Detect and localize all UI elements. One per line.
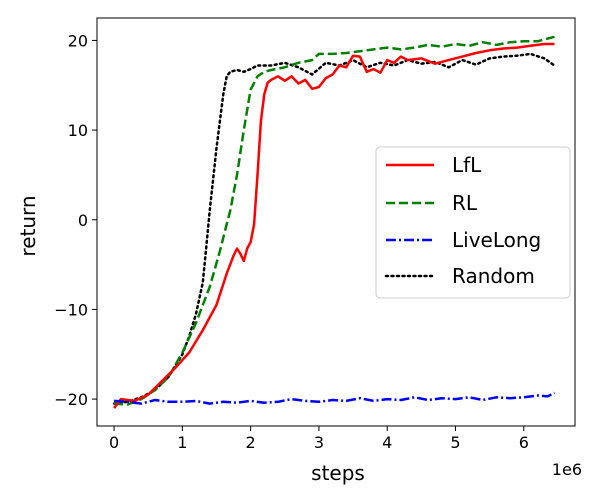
legend: LfL RL LiveLong Random: [375, 146, 571, 299]
x-tick-label: 4: [382, 433, 392, 452]
y-axis-label: return: [16, 195, 40, 256]
series-livelong-line: [114, 391, 556, 405]
y-tick-label: 0: [78, 211, 88, 230]
legend-label-random: Random: [452, 264, 535, 288]
legend-label-livelong: LiveLong: [452, 228, 541, 252]
x-tick-label: 6: [519, 433, 529, 452]
x-axis-label: steps: [311, 461, 365, 485]
series-random-line: [112, 52, 556, 405]
x-tick-label: 5: [450, 433, 460, 452]
x-tick-label: 0: [109, 433, 119, 452]
y-tick-label: 20: [68, 31, 88, 50]
y-axis: −20 −10 0 10 20: [54, 31, 97, 409]
series-rl-line: [114, 35, 555, 406]
x-axis: 0 1 2 3 4 5 6: [109, 426, 529, 452]
y-tick-label: −20: [54, 390, 88, 409]
x-tick-label: 3: [314, 433, 324, 452]
x-tick-label: 2: [246, 433, 256, 452]
y-tick-label: 10: [68, 121, 88, 140]
x-tick-label: 1: [177, 433, 187, 452]
legend-label-lfl: LfL: [452, 153, 482, 177]
series-layer: [112, 35, 556, 409]
x-offset-label: 1e6: [552, 460, 582, 479]
legend-box: [375, 146, 571, 299]
series-lfl-line: [113, 42, 555, 409]
plot-frame: [96, 17, 576, 427]
legend-label-rl: RL: [452, 191, 478, 215]
y-tick-label: −10: [54, 300, 88, 319]
